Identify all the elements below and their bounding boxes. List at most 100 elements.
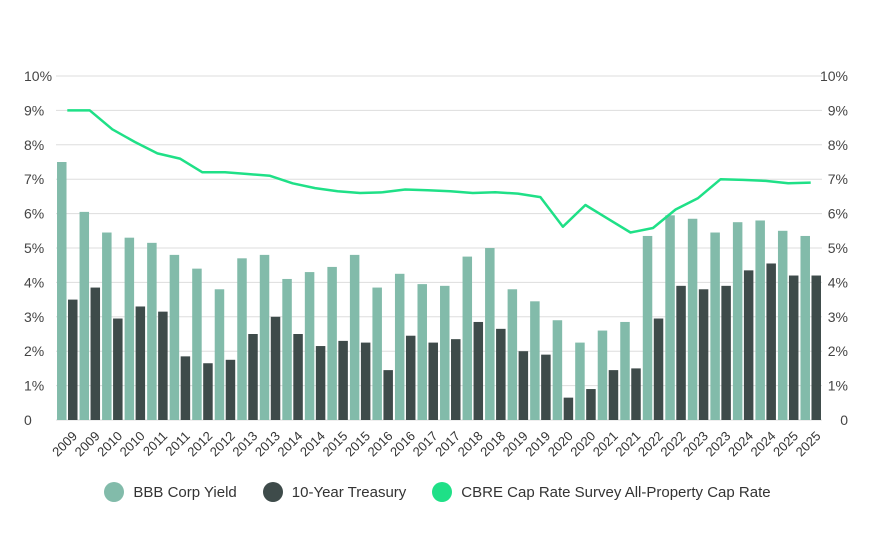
bar-bbb-corp-yield	[552, 320, 563, 420]
y-tick-label-right: 0	[840, 412, 848, 428]
bar-bbb-corp-yield	[282, 278, 292, 420]
bar-bbb-corp-yield	[259, 254, 270, 420]
bar-bbb-corp-yield	[417, 284, 427, 420]
legend: BBB Corp Yield 10-Year Treasury CBRE Cap…	[0, 482, 875, 502]
bar-10-year-treasury	[383, 370, 393, 420]
legend-swatch-cap-rate	[432, 482, 453, 502]
bar-10-year-treasury	[631, 368, 641, 420]
x-tick-label: 2025	[793, 428, 824, 459]
bar-bbb-corp-yield	[147, 242, 157, 420]
y-tick-label-left: 9%	[24, 102, 44, 118]
bar-bbb-corp-yield	[530, 301, 540, 420]
bar-10-year-treasury	[473, 321, 484, 420]
bar-10-year-treasury	[451, 339, 461, 420]
y-tick-label-left: 6%	[24, 206, 44, 222]
y-tick-label-right: 2%	[828, 343, 848, 359]
bar-10-year-treasury	[653, 318, 664, 420]
bar-10-year-treasury	[405, 335, 416, 420]
y-tick-label-left: 1%	[24, 378, 44, 394]
bar-bbb-corp-yield	[710, 232, 720, 420]
bar-bbb-corp-yield	[687, 218, 698, 420]
bar-bbb-corp-yield	[394, 273, 405, 420]
bar-bbb-corp-yield	[507, 289, 518, 420]
bar-bbb-corp-yield	[79, 211, 90, 420]
bar-bbb-corp-yield	[620, 321, 630, 420]
bar-bbb-corp-yield	[349, 254, 360, 420]
bar-10-year-treasury	[496, 328, 506, 420]
bar-10-year-treasury	[766, 263, 776, 420]
bar-10-year-treasury	[270, 316, 281, 420]
legend-label-cap-rate: CBRE Cap Rate Survey All-Property Cap Ra…	[461, 483, 771, 501]
bar-10-year-treasury	[135, 306, 146, 420]
bar-bbb-corp-yield	[237, 258, 247, 420]
bar-bbb-corp-yield	[732, 222, 743, 420]
bar-bbb-corp-yield	[485, 248, 495, 420]
y-tick-label-left: 4%	[24, 274, 44, 290]
bar-10-year-treasury	[743, 270, 754, 420]
bar-10-year-treasury	[698, 289, 709, 420]
y-tick-label-right: 5%	[828, 240, 848, 256]
bar-10-year-treasury	[518, 351, 529, 420]
y-tick-label-left: 7%	[24, 171, 44, 187]
y-tick-label-right: 3%	[828, 309, 848, 325]
bar-10-year-treasury	[676, 285, 686, 420]
legend-swatch-bbb	[104, 482, 125, 502]
bar-10-year-treasury	[68, 299, 78, 420]
bar-bbb-corp-yield	[462, 256, 473, 420]
line-cbre-cap-rate	[67, 109, 811, 234]
legend-label-bbb: BBB Corp Yield	[133, 483, 237, 501]
legend-item-treasury: 10-Year Treasury	[262, 482, 407, 502]
y-tick-label-right: 7%	[828, 171, 848, 187]
bar-bbb-corp-yield	[214, 289, 225, 420]
bar-bbb-corp-yield	[777, 230, 788, 420]
bar-10-year-treasury	[90, 287, 101, 420]
bar-10-year-treasury	[788, 275, 799, 420]
chart-plot: 0 0 1% 1% 2% 2% 3% 3% 4% 4% 5% 5% 6% 6% 7% 7% 8% 8% 9% 9% 10…	[24, 68, 848, 459]
y-tick-label-right: 4%	[828, 274, 848, 290]
y-tick-label-left: 3%	[24, 309, 44, 325]
bar-10-year-treasury	[428, 342, 438, 420]
bar-10-year-treasury	[225, 359, 236, 420]
bar-10-year-treasury	[158, 311, 168, 420]
y-tick-label-left: 8%	[24, 137, 44, 153]
bar-10-year-treasury	[113, 318, 123, 420]
y-tick-label-right: 1%	[828, 378, 848, 394]
y-tick-label-left: 0	[24, 412, 32, 428]
bar-10-year-treasury	[315, 346, 326, 420]
bar-bbb-corp-yield	[665, 215, 675, 420]
bar-10-year-treasury	[248, 334, 258, 420]
y-tick-label-left: 10%	[24, 68, 52, 84]
bar-bbb-corp-yield	[440, 285, 450, 420]
y-tick-label-right: 9%	[828, 102, 848, 118]
bar-10-year-treasury	[563, 397, 574, 420]
bar-bbb-corp-yield	[327, 266, 337, 420]
legend-item-bbb: BBB Corp Yield	[104, 482, 237, 502]
bar-10-year-treasury	[338, 340, 348, 420]
bar-bbb-corp-yield	[642, 235, 653, 420]
bar-bbb-corp-yield	[372, 287, 382, 420]
bar-bbb-corp-yield	[575, 342, 585, 420]
bar-bbb-corp-yield	[169, 254, 180, 420]
legend-swatch-treasury	[262, 482, 283, 502]
bar-bbb-corp-yield	[57, 162, 67, 420]
bar-10-year-treasury	[586, 389, 596, 420]
y-tick-label-right: 10%	[820, 68, 848, 84]
y-tick-label-left: 5%	[24, 240, 44, 256]
bar-bbb-corp-yield	[597, 330, 608, 420]
bar-bbb-corp-yield	[755, 220, 765, 420]
y-tick-label-right: 6%	[828, 206, 848, 222]
bar-10-year-treasury	[360, 342, 371, 420]
bar-10-year-treasury	[293, 334, 303, 420]
bar-bbb-corp-yield	[800, 235, 810, 420]
bar-10-year-treasury	[180, 356, 191, 420]
bar-bbb-corp-yield	[304, 272, 315, 420]
y-tick-label-left: 2%	[24, 343, 44, 359]
legend-item-cap-rate: CBRE Cap Rate Survey All-Property Cap Ra…	[432, 482, 771, 502]
bar-bbb-corp-yield	[102, 232, 112, 420]
bar-bbb-corp-yield	[192, 268, 202, 420]
bar-10-year-treasury	[721, 285, 731, 420]
bar-bbb-corp-yield	[124, 237, 135, 420]
bar-10-year-treasury	[203, 363, 213, 420]
legend-label-treasury: 10-Year Treasury	[291, 483, 407, 501]
